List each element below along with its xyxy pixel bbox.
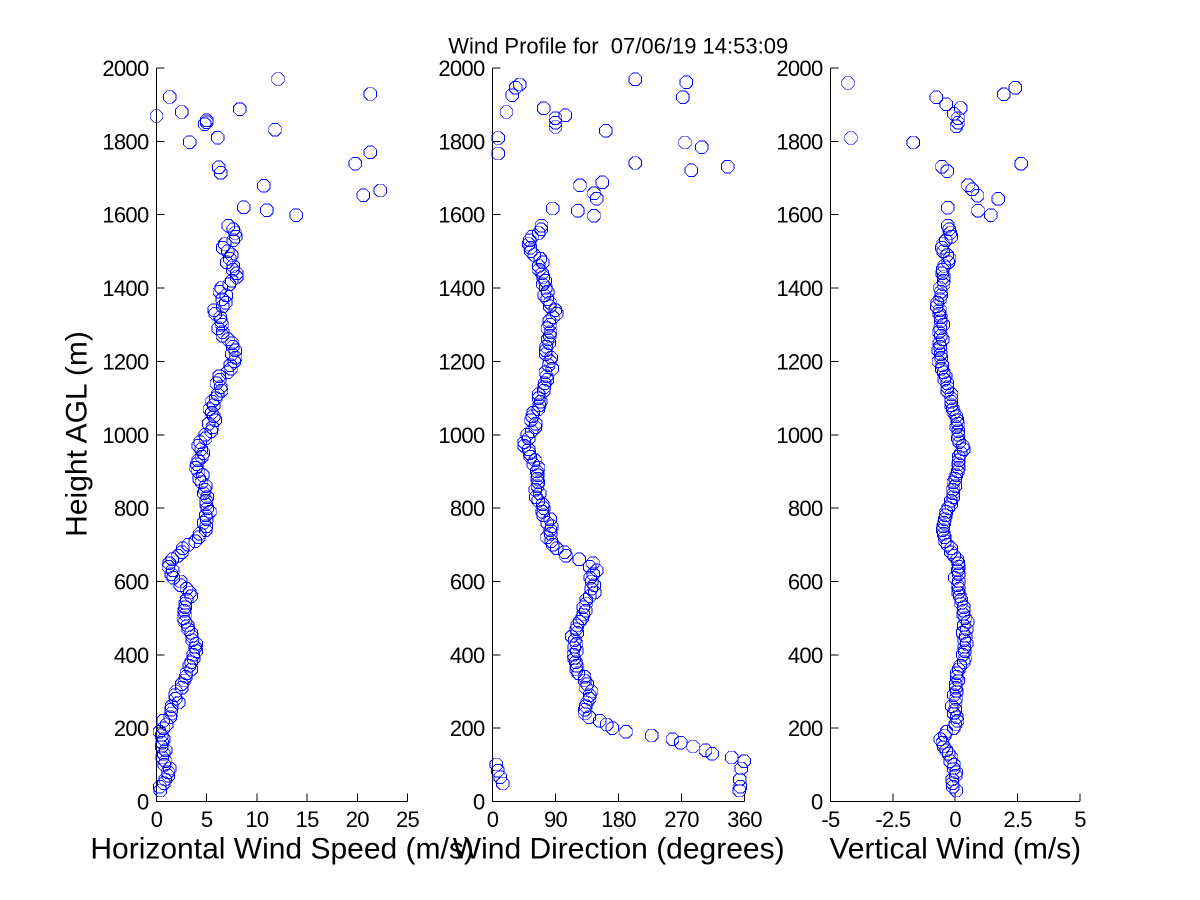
svg-text:Wind Profile for 07/06/19 14:: Wind Profile for 07/06/19 14:53:09 bbox=[448, 34, 788, 59]
svg-text:1200: 1200 bbox=[776, 349, 823, 374]
svg-text:25: 25 bbox=[396, 807, 420, 832]
svg-text:270: 270 bbox=[664, 807, 699, 832]
svg-text:200: 200 bbox=[114, 716, 149, 741]
svg-text:90: 90 bbox=[544, 807, 568, 832]
svg-text:-2.5: -2.5 bbox=[875, 807, 911, 832]
svg-text:20: 20 bbox=[346, 807, 370, 832]
svg-text:1600: 1600 bbox=[776, 203, 823, 228]
svg-text:0: 0 bbox=[487, 807, 499, 832]
svg-text:Wind Direction (degrees): Wind Direction (degrees) bbox=[453, 833, 785, 866]
svg-text:1800: 1800 bbox=[102, 129, 149, 154]
svg-text:800: 800 bbox=[114, 496, 149, 521]
svg-text:1800: 1800 bbox=[776, 129, 823, 154]
svg-text:400: 400 bbox=[450, 643, 485, 668]
svg-text:15: 15 bbox=[296, 807, 320, 832]
svg-text:600: 600 bbox=[450, 570, 485, 595]
svg-text:2.5: 2.5 bbox=[1003, 807, 1032, 832]
svg-text:-5: -5 bbox=[821, 807, 840, 832]
svg-text:1400: 1400 bbox=[102, 276, 149, 301]
svg-text:600: 600 bbox=[788, 570, 823, 595]
svg-text:2000: 2000 bbox=[776, 56, 823, 81]
svg-text:0: 0 bbox=[137, 790, 149, 815]
svg-text:1000: 1000 bbox=[438, 423, 485, 448]
svg-text:360: 360 bbox=[727, 807, 762, 832]
svg-text:1000: 1000 bbox=[102, 423, 149, 448]
svg-text:1200: 1200 bbox=[438, 349, 485, 374]
svg-text:0: 0 bbox=[151, 807, 163, 832]
svg-text:5: 5 bbox=[1074, 807, 1086, 832]
svg-text:0: 0 bbox=[473, 790, 485, 815]
svg-text:0: 0 bbox=[811, 790, 823, 815]
svg-text:600: 600 bbox=[114, 570, 149, 595]
svg-text:Vertical Wind (m/s): Vertical Wind (m/s) bbox=[829, 833, 1081, 866]
svg-text:Height AGL (m): Height AGL (m) bbox=[61, 331, 94, 537]
svg-text:Horizontal Wind Speed (m/s): Horizontal Wind Speed (m/s) bbox=[90, 833, 473, 866]
svg-text:1600: 1600 bbox=[102, 203, 149, 228]
svg-text:1600: 1600 bbox=[438, 203, 485, 228]
svg-text:1800: 1800 bbox=[438, 129, 485, 154]
svg-text:800: 800 bbox=[788, 496, 823, 521]
svg-text:0: 0 bbox=[949, 807, 961, 832]
svg-text:180: 180 bbox=[601, 807, 636, 832]
svg-text:400: 400 bbox=[114, 643, 149, 668]
svg-text:5: 5 bbox=[201, 807, 213, 832]
svg-text:200: 200 bbox=[788, 716, 823, 741]
svg-text:2000: 2000 bbox=[438, 56, 485, 81]
svg-text:200: 200 bbox=[450, 716, 485, 741]
svg-text:10: 10 bbox=[245, 807, 269, 832]
svg-text:1000: 1000 bbox=[776, 423, 823, 448]
svg-text:2000: 2000 bbox=[102, 56, 149, 81]
svg-text:1400: 1400 bbox=[438, 276, 485, 301]
svg-text:1200: 1200 bbox=[102, 349, 149, 374]
svg-text:1400: 1400 bbox=[776, 276, 823, 301]
svg-text:400: 400 bbox=[788, 643, 823, 668]
svg-text:800: 800 bbox=[450, 496, 485, 521]
